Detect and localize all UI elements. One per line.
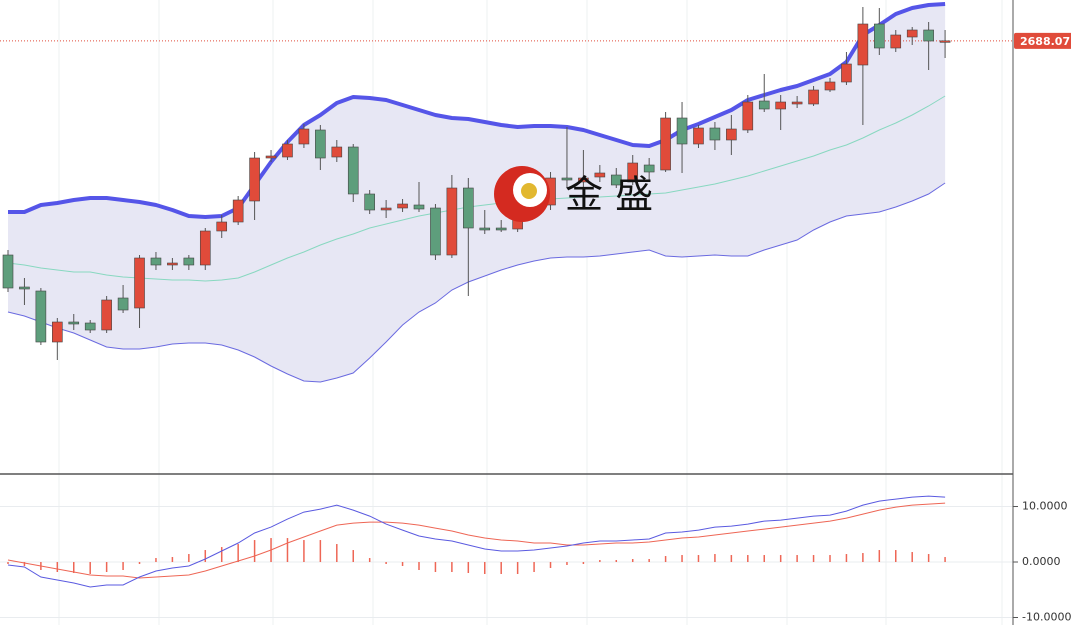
candle-body [758, 100, 770, 110]
candle-body [857, 23, 869, 66]
candle-body [282, 143, 293, 158]
candle-body [660, 117, 671, 171]
candle-body [199, 230, 211, 266]
lower-band [7, 182, 946, 383]
candle-body [939, 40, 951, 43]
candle-body [923, 29, 934, 42]
candle-body [841, 63, 852, 83]
candle-body [775, 101, 786, 110]
candle-body [906, 29, 918, 38]
candle-body [35, 290, 47, 343]
candle-body [19, 286, 30, 290]
candle-body [347, 146, 359, 195]
candle-body [495, 227, 507, 231]
middle-band [7, 95, 946, 282]
candle-body [643, 164, 655, 173]
dif-line [7, 495, 946, 588]
watermark-text: 金 盛 [565, 173, 653, 217]
candle-body [430, 207, 441, 256]
y-tick-label: 0.0000 [1022, 555, 1061, 568]
price-pane: 2688.07 [0, 2, 1071, 383]
candle-body [610, 174, 622, 186]
candle-body [594, 172, 606, 178]
candle-body [709, 127, 721, 141]
candle-body [578, 177, 589, 183]
candle-body [52, 321, 63, 343]
candle-body [183, 257, 195, 266]
band-fill [8, 4, 946, 382]
y-tick-label: 10.0000 [1022, 500, 1068, 513]
candle-body [874, 23, 885, 49]
candle-body [315, 129, 326, 159]
dea-line [7, 502, 946, 579]
candle-body [298, 128, 310, 145]
candle-body [808, 89, 819, 105]
candle-body [693, 127, 704, 145]
candle-body [68, 321, 80, 325]
candle-body [84, 322, 96, 331]
candle-body [791, 101, 803, 105]
candle-body [890, 34, 902, 49]
candle-body [676, 117, 688, 145]
candle-body [413, 204, 425, 210]
candle-body [265, 155, 277, 159]
candle-body [232, 199, 244, 223]
candle-body [561, 177, 573, 181]
candle-body [249, 157, 260, 202]
candle-body [134, 257, 145, 309]
candle-body [446, 187, 458, 256]
candle-body [117, 297, 129, 311]
candle-body [101, 299, 112, 331]
watermark-logo: 金 盛 [494, 166, 653, 222]
candle-body [364, 193, 375, 211]
y-tick-label: -10.0000 [1022, 611, 1071, 624]
price-label-box [1014, 32, 1071, 49]
candle-body [726, 128, 737, 141]
candle-body [463, 187, 474, 229]
candle-body [397, 203, 408, 209]
candle-body [627, 162, 639, 183]
candle-body [150, 257, 162, 266]
candle-body [824, 81, 836, 91]
candle-body [216, 221, 228, 232]
logo-dot [521, 183, 537, 199]
candle-body [479, 227, 491, 231]
candle-body [2, 254, 14, 289]
candle-body [380, 207, 392, 211]
price-label: 2688.07 [1020, 35, 1070, 48]
candle-body [742, 101, 754, 131]
candle-body [167, 262, 178, 266]
candle-body [331, 146, 343, 158]
upper-band [8, 2, 946, 219]
macd-pane: 10.0000 0.0000 -10.0000 [0, 495, 1071, 624]
